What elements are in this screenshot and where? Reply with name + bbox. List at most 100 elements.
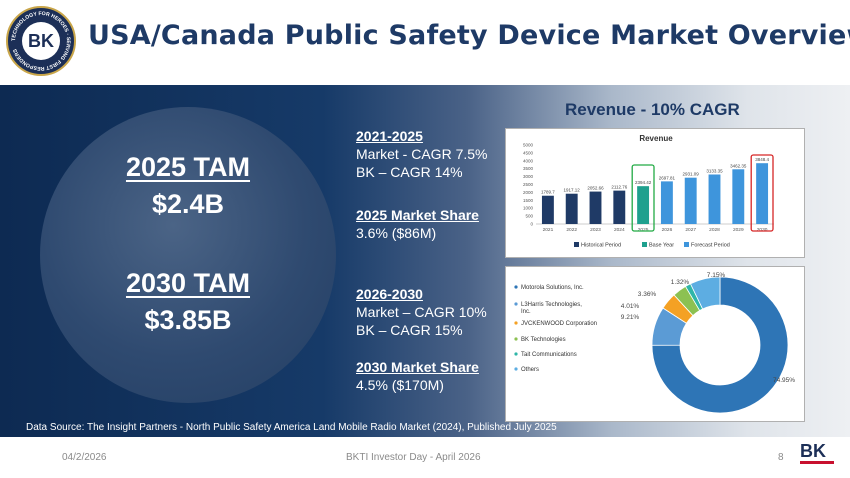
- bar-2022: [565, 193, 578, 224]
- bar-value-label: 1917.12: [564, 188, 581, 193]
- x-tick-label: 2024: [614, 227, 625, 233]
- page-title: USA/Canada Public Safety Device Market O…: [88, 20, 850, 51]
- slice-value-label: 3.36%: [638, 291, 657, 298]
- header: TECHNOLOGY FOR HEROES · SERVING FIRST RE…: [0, 0, 850, 85]
- bar-value-label: 3133.35: [706, 168, 723, 173]
- legend-label: Motorola Solutions, Inc.: [521, 285, 584, 291]
- legend-marker: [514, 367, 518, 371]
- bar-chart-title: Revenue: [639, 134, 673, 143]
- bar-2027: [684, 177, 697, 224]
- x-tick-label: 2027: [685, 227, 696, 233]
- revenue-heading: Revenue - 10% CAGR: [565, 100, 740, 119]
- market-share-svg: 74.95% 9.21% 4.01% 3.36% 1.32% 7.15% Motorola …: [514, 272, 795, 414]
- y-tick-label: 0: [530, 222, 533, 227]
- end-year-highlight-box: [750, 154, 774, 232]
- bar-2029: [732, 169, 745, 224]
- bar-2023: [589, 191, 602, 224]
- period1-bk-cagr: BK – CAGR 14%: [356, 164, 463, 180]
- tam-2025-label: 2025 TAM: [125, 152, 251, 182]
- tam-2030-block: 2030 TAM $3.85B: [40, 268, 336, 336]
- bar-value-label: 2931.09: [683, 172, 700, 177]
- legend-marker: [514, 302, 518, 306]
- y-tick-label: 3000: [523, 174, 534, 179]
- share2030-value: 4.5% ($170M): [356, 377, 444, 393]
- tam-2025-value: $2.4B: [151, 189, 225, 219]
- share2025-heading: 2025 Market Share: [356, 207, 479, 223]
- bar-2026: [660, 181, 673, 224]
- y-tick-label: 500: [525, 214, 533, 219]
- y-tick-label: 5000: [523, 143, 534, 148]
- legend-label: Historical Period: [581, 243, 621, 249]
- period1-heading: 2021-2025: [356, 128, 423, 144]
- legend-swatch: [684, 242, 689, 247]
- y-tick-label: 3500: [523, 166, 534, 171]
- x-tick-label: 2030: [757, 227, 768, 233]
- period2-heading: 2026-2030: [356, 286, 423, 302]
- legend-marker: [514, 321, 518, 325]
- bar-2024: [613, 190, 626, 224]
- market-share-donut-chart: 74.95% 9.21% 4.01% 3.36% 1.32% 7.15% Motorola …: [505, 266, 805, 422]
- period2-bk-cagr: BK – CAGR 15%: [356, 322, 463, 338]
- footer-logo-letters: BK: [800, 441, 826, 461]
- legend-swatch: [574, 242, 579, 247]
- bar-value-label: 3462.35: [730, 163, 747, 168]
- period1-block: 2021-2025 Market - CAGR 7.5% BK – CAGR 1…: [356, 127, 487, 181]
- x-tick-label: 2021: [543, 227, 554, 233]
- share2030-heading: 2030 Market Share: [356, 359, 479, 375]
- bar-2030: [756, 163, 769, 224]
- legend-marker: [514, 352, 518, 356]
- y-tick-label: 4500: [523, 150, 534, 155]
- y-tick-label: 4000: [523, 158, 534, 163]
- revenue-bar-svg: Revenue 0 500 1000 1500 2000 2500 3000 3500 4000 4…: [523, 134, 774, 249]
- slice-1: [651, 276, 789, 414]
- base-year-highlight-box: [631, 164, 655, 232]
- footer-event: BKTI Investor Day - April 2026: [346, 452, 481, 463]
- period1-market-cagr: Market - CAGR 7.5%: [356, 146, 488, 162]
- bar-value-label: 2052.66: [587, 186, 604, 191]
- legend-marker: [514, 337, 518, 341]
- share2025-block: 2025 Market Share 3.6% ($86M): [356, 206, 479, 242]
- slice-value-label: 74.95%: [773, 377, 795, 384]
- period2-market-cagr: Market – CAGR 10%: [356, 304, 487, 320]
- share2025-value: 3.6% ($86M): [356, 225, 437, 241]
- bar-2028: [708, 174, 721, 224]
- legend-label: Forecast Period: [691, 243, 730, 249]
- legend-swatch: [642, 242, 647, 247]
- slice-value-label: 7.15%: [707, 272, 726, 279]
- slice-value-label: 9.21%: [621, 314, 640, 321]
- bar-value-label: 3848.4: [755, 157, 769, 162]
- bar-2021: [541, 195, 554, 224]
- slice-value-label: 4.01%: [621, 303, 640, 310]
- x-tick-label: 2022: [566, 227, 577, 233]
- bar-value-label: 1789.7: [541, 190, 555, 195]
- legend-label-cont: Inc.: [521, 309, 531, 315]
- slice-value-label: 1.32%: [671, 279, 690, 286]
- tam-2030-value: $3.85B: [144, 305, 232, 335]
- bar-2025: [637, 186, 650, 224]
- x-tick-label: 2026: [662, 227, 673, 233]
- bar-value-label: 2394.42: [635, 180, 652, 185]
- revenue-bar-chart: Revenue 0 500 1000 1500 2000 2500 3000 3500 4000 4…: [505, 128, 805, 258]
- slice-6: [689, 276, 721, 310]
- y-tick-label: 2500: [523, 182, 534, 187]
- page-number: 8: [778, 452, 784, 463]
- legend-label: BK Technologies: [521, 337, 566, 343]
- tam-circle: [40, 107, 336, 403]
- bar-value-label: 2697.81: [659, 175, 676, 180]
- y-tick-label: 2000: [523, 190, 534, 195]
- legend-label: L3Harris Technologies,: [521, 302, 582, 308]
- share2030-block: 2030 Market Share 4.5% ($170M): [356, 358, 479, 394]
- y-tick-label: 1500: [523, 198, 534, 203]
- legend-label: Others: [521, 367, 539, 373]
- footer-logo-bar: [800, 461, 834, 464]
- tam-2030-label: 2030 TAM: [125, 268, 251, 298]
- bar-value-label: 2112.76: [611, 185, 627, 190]
- x-tick-label: 2029: [733, 227, 744, 233]
- footer-date: 04/2/2026: [62, 452, 107, 463]
- x-tick-label: 2023: [590, 227, 601, 233]
- seal-center: BK: [22, 22, 60, 60]
- legend-marker: [514, 285, 518, 289]
- tam-2025-block: 2025 TAM $2.4B: [40, 152, 336, 220]
- y-tick-label: 1000: [523, 206, 534, 211]
- seal-letters: BK: [28, 30, 54, 51]
